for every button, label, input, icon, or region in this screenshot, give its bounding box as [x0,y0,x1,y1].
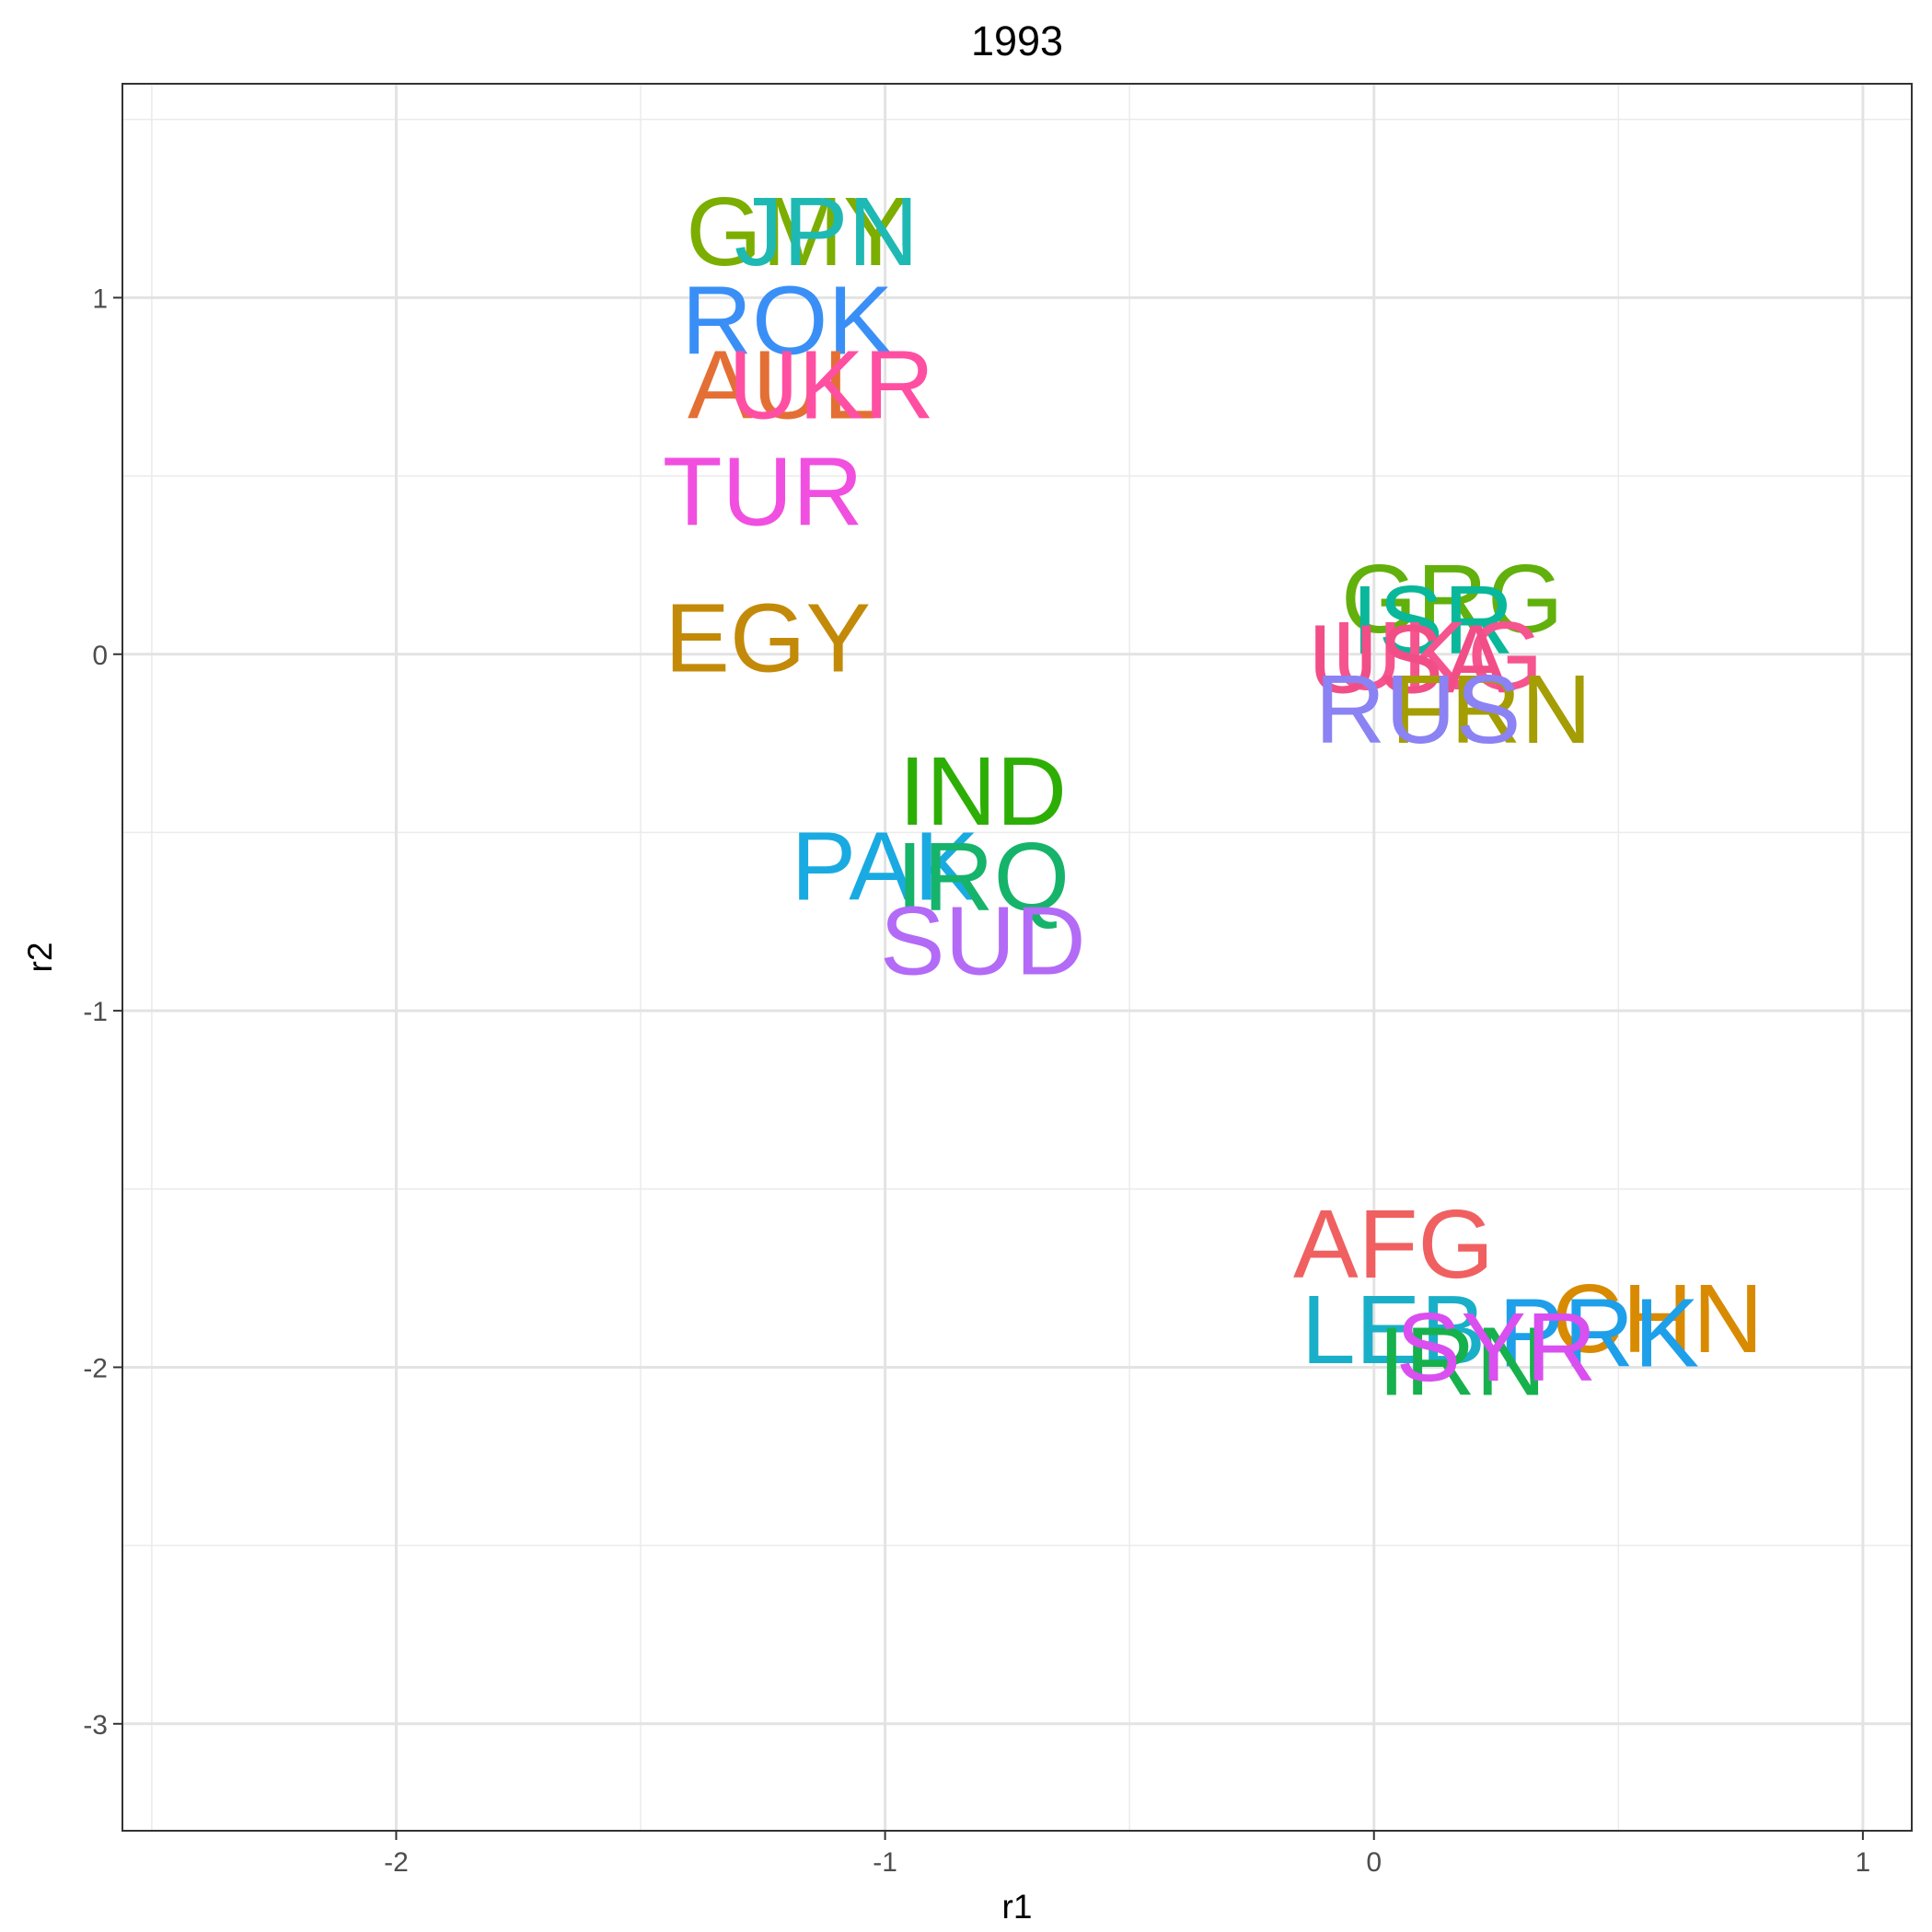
y-tick-label: 1 [92,283,108,314]
point-label-ind: IND [899,737,1068,846]
minor-gridlines [122,84,1912,1831]
point-label-usa: USA [1308,606,1509,714]
point-label-pak: PAK [791,812,978,920]
point-label-isr: ISR [1351,566,1514,675]
x-axis-ticks: -2 -1 0 1 [384,1831,1870,1878]
x-tick-label: -1 [873,1847,897,1878]
point-label-rok: ROK [682,267,894,376]
point-label-afg: AFG [1293,1190,1494,1299]
point-label-syr: SYR [1396,1293,1597,1402]
point-label-irn: IRN [1378,1308,1546,1417]
point-label-leb: LEB [1301,1276,1486,1384]
y-tick-label: -3 [83,1710,108,1741]
point-label-ukr: UKR [728,330,934,439]
point-label-gmy: GMY [686,178,908,286]
x-tick-label: 0 [1366,1847,1382,1878]
plot-panel [122,84,1912,1831]
point-label-jpn: JPN [735,178,919,286]
x-tick-label: 1 [1856,1847,1871,1878]
point-label-grg: GRG [1341,545,1563,654]
point-label-rus: RUS [1315,655,1521,764]
y-tick-label: -1 [83,997,108,1027]
y-tick-label: -2 [83,1353,108,1383]
x-tick-label: -2 [384,1847,409,1878]
point-label-irq: IRQ [897,823,1070,931]
point-label-egy: EGY [665,584,871,692]
point-label-tur: TUR [663,438,863,547]
major-gridlines [122,84,1912,1831]
point-label-frn: FRN [1391,655,1591,764]
point-label-prk: PRK [1498,1279,1699,1388]
point-label-ukg: UKG [1332,602,1544,711]
y-tick-label: 0 [92,641,108,671]
point-label-aul: AUL [688,330,877,439]
point-label-chn: CHN [1552,1265,1764,1373]
point-label-sud: SUD [880,887,1086,996]
y-axis-ticks: -3 -2 -1 0 1 [83,283,122,1741]
y-axis-title: r2 [21,943,59,973]
plot-border [121,83,1913,1832]
x-axis-title: r1 [1002,1888,1033,1926]
chart-title: 1993 [971,17,1063,64]
